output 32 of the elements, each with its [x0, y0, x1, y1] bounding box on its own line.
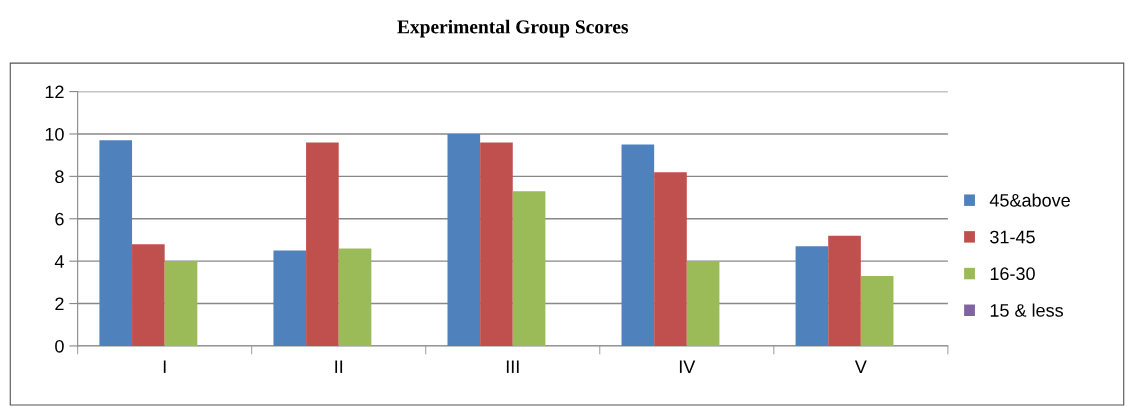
bar [447, 133, 481, 346]
x-tick-label: II [335, 360, 343, 373]
y-tick-label: 6 [55, 212, 64, 226]
bar [338, 248, 372, 346]
bar [164, 261, 198, 346]
x-tick-label: IV [679, 360, 696, 373]
legend-label: 15 & less [990, 303, 1063, 317]
chart-title: Experimental Group Scores [397, 19, 629, 38]
y-tick-label: 8 [55, 170, 64, 184]
y-tick-label: 10 [45, 127, 64, 141]
bar [686, 261, 720, 346]
bar [512, 191, 546, 346]
bar [795, 246, 829, 346]
bar [480, 142, 513, 346]
bar [654, 172, 687, 346]
y-tick-label: 0 [55, 339, 64, 353]
bar [828, 235, 861, 346]
bar [860, 276, 894, 346]
legend-label: 45&above [989, 193, 1070, 207]
bar [132, 244, 165, 346]
x-tick-label: III [506, 360, 519, 373]
x-tick-label: I [163, 360, 166, 373]
y-tick-label: 12 [45, 85, 64, 99]
bar [99, 140, 133, 346]
y-tick-label: 2 [55, 297, 64, 311]
legend-label: 31-45 [990, 230, 1035, 244]
bar [621, 144, 655, 346]
y-tick-label: 4 [54, 255, 64, 268]
legend-label: 16-30 [990, 267, 1035, 281]
bar [273, 250, 307, 346]
x-tick-label: V [854, 360, 867, 373]
bar [306, 142, 339, 346]
